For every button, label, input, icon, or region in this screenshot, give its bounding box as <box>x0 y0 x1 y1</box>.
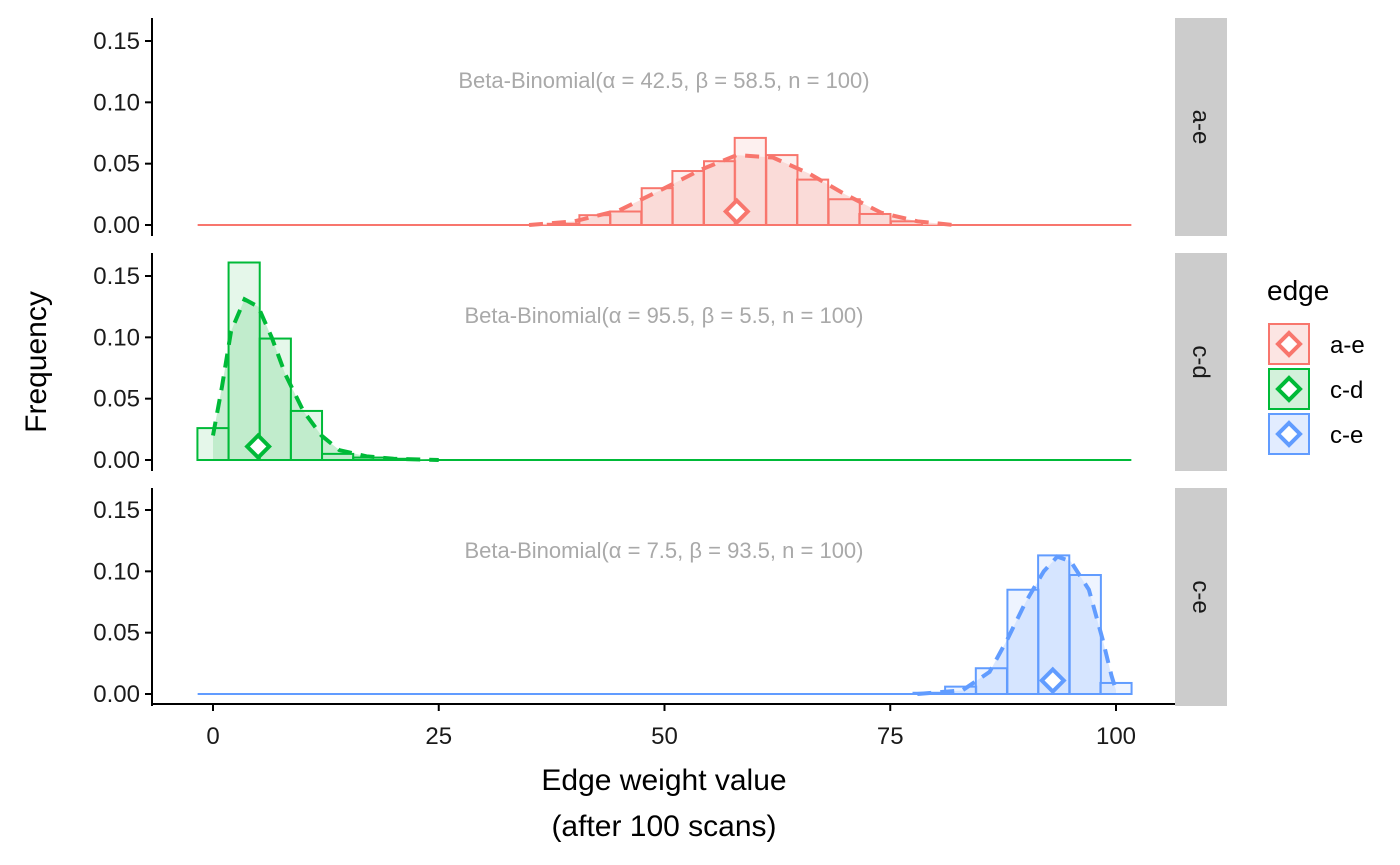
y-tick-label: 0.05 <box>93 620 140 647</box>
histogram-bar <box>827 198 861 227</box>
x-axis-title-line-2: (after 100 scans) <box>551 810 776 843</box>
distribution-annotation: Beta-Binomial(α = 42.5, β = 58.5, n = 10… <box>458 68 869 93</box>
facet-c-e: 0.00 0.05 0.10 0.15 Beta-Binomial(α = 7.5, β… <box>93 488 1227 708</box>
legend-item-c-d: c-d <box>1268 368 1363 410</box>
facet-panels: 0.00 0.05 0.10 0.15 Beta-Binomial(α = 42.5, … <box>93 18 1227 708</box>
median-marker-c-e <box>1038 666 1067 695</box>
facet-strip <box>1175 253 1227 471</box>
histogram-bar <box>321 452 355 462</box>
facet-c-d: 0.00 0.05 0.10 0.15 Beta-Binomial(α = 95.5, … <box>93 253 1227 474</box>
y-tick-label: 0.00 <box>93 212 140 239</box>
density-area-c-e <box>917 556 1116 694</box>
histogram-bar <box>1099 681 1133 696</box>
facet-a-e: 0.00 0.05 0.10 0.15 Beta-Binomial(α = 42.5, … <box>93 18 1227 239</box>
x-tick-label: 50 <box>651 723 678 750</box>
facet-strip-label: c-e <box>1187 580 1214 613</box>
y-tick-label: 0.10 <box>93 89 140 116</box>
facet-strip-label: a-e <box>1187 110 1214 145</box>
legend-label: a-e <box>1330 332 1365 359</box>
legend-label: c-e <box>1330 422 1363 449</box>
y-tick-label: 0.10 <box>93 558 140 585</box>
density-line-c-d <box>211 296 439 462</box>
histogram-bar <box>671 170 705 227</box>
density-line-c-e <box>917 554 1118 696</box>
x-tick-label: 100 <box>1096 723 1136 750</box>
legend-item-c-e: c-e <box>1268 413 1363 455</box>
legend-diamond-icon <box>1275 375 1303 403</box>
y-tick-label: 0.15 <box>93 497 140 524</box>
histogram-bar <box>227 261 261 461</box>
y-tick-label: 0.10 <box>93 324 140 351</box>
y-tick-label: 0.15 <box>93 263 140 290</box>
x-tick-label: 75 <box>877 723 904 750</box>
histogram-bar <box>796 178 830 226</box>
histogram-bar <box>289 409 324 461</box>
x-tick-label: 0 <box>206 723 219 750</box>
histogram-bar <box>858 212 892 227</box>
y-axis-title: Frequency <box>20 291 53 433</box>
x-axis-title-line-1: Edge weight value <box>541 764 786 797</box>
y-tick-label: 0.05 <box>93 151 140 178</box>
median-marker-a-e <box>722 197 751 226</box>
facet-strip <box>1175 488 1227 706</box>
histogram-bar <box>640 187 674 226</box>
histogram-bar <box>1006 588 1040 696</box>
legend-label: c-d <box>1330 377 1363 404</box>
y-tick-label: 0.05 <box>93 386 140 413</box>
legend-title: edge <box>1267 275 1329 306</box>
legend-diamond-icon <box>1275 420 1303 448</box>
histogram-bar <box>609 210 643 227</box>
histogram-bar <box>1068 574 1102 695</box>
distribution-annotation: Beta-Binomial(α = 7.5, β = 93.5, n = 100… <box>465 538 864 563</box>
facet-strip <box>1175 18 1227 236</box>
distribution-annotation: Beta-Binomial(α = 95.5, β = 5.5, n = 100… <box>465 303 864 328</box>
y-tick-label: 0.15 <box>93 28 140 55</box>
legend-item-a-e: a-e <box>1268 323 1365 365</box>
legend-diamond-icon <box>1275 330 1303 358</box>
x-tick-label: 25 <box>425 723 452 750</box>
density-area-a-e <box>529 155 954 225</box>
y-tick-label: 0.00 <box>93 681 140 708</box>
x-axis: 0 25 50 75 100 <box>152 703 1175 750</box>
density-line-a-e <box>528 153 954 227</box>
legend: edge a-e c-d c-e <box>1267 275 1365 455</box>
facet-strip-label: c-d <box>1187 345 1214 378</box>
median-marker-c-d <box>244 432 272 461</box>
y-tick-label: 0.00 <box>93 447 140 474</box>
